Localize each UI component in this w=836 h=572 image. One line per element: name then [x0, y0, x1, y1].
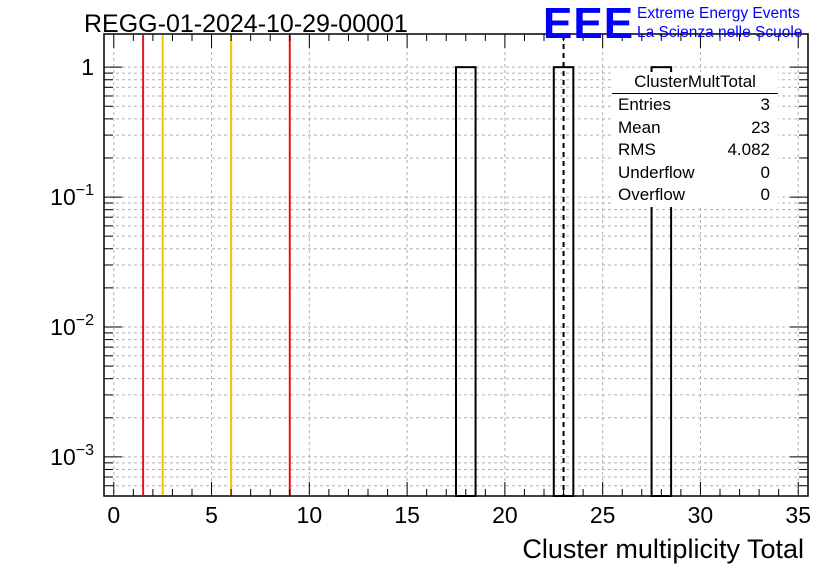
stats-value: 23: [751, 117, 770, 137]
reference-lines: [142, 35, 291, 495]
y-tick-label: 10−1: [50, 182, 94, 210]
logo-caption: Extreme Energy Events La Scienza nelle S…: [637, 4, 802, 42]
y-tick-label: 1: [81, 54, 94, 80]
x-tick-label: 30: [688, 502, 714, 528]
x-axis-ticks: 0 5 10 15 20 25 30 35: [107, 34, 811, 528]
stats-row-entries: Entries 3: [612, 94, 778, 117]
stats-value: 3: [760, 95, 770, 114]
stats-box: ClusterMultTotal Entries 3 Mean 23 RMS 4…: [612, 72, 778, 207]
stats-label: Underflow: [618, 162, 695, 182]
stats-row-underflow: Underflow 0: [612, 162, 778, 185]
stats-value: 0: [760, 162, 770, 182]
stats-row-rms: RMS 4.082: [612, 139, 778, 162]
plot-title: REGG-01-2024-10-29-00001: [84, 10, 408, 38]
y-tick-label: 10−3: [50, 442, 94, 470]
x-tick-label: 10: [297, 502, 323, 528]
x-tick-label: 20: [492, 502, 518, 528]
x-tick-label: 0: [107, 502, 120, 528]
stats-label: RMS: [618, 140, 656, 159]
x-tick-label: 35: [785, 502, 811, 528]
y-tick-label: 10−2: [50, 312, 94, 340]
grid-lines: [104, 34, 808, 497]
stats-label: Mean: [618, 117, 661, 137]
x-tick-label: 15: [394, 502, 420, 528]
y-axis-ticks: 1 10−1 10−2 10−3: [50, 54, 808, 497]
stats-label: Overflow: [618, 185, 686, 204]
histogram-bar: [455, 66, 477, 497]
stats-row-overflow: Overflow 0: [612, 184, 778, 207]
logo-caption-line1: Extreme Energy Events: [637, 5, 800, 22]
x-axis-label: Cluster multiplicity Total: [522, 534, 804, 564]
stats-row-mean: Mean 23: [612, 117, 778, 140]
stats-label: Entries: [618, 95, 671, 114]
stats-value: 4.082: [727, 140, 770, 159]
stats-title: ClusterMultTotal: [612, 72, 778, 94]
x-tick-label: 5: [205, 502, 218, 528]
x-tick-label: 25: [590, 502, 616, 528]
eee-logo: EEE: [543, 0, 635, 48]
stats-value: 0: [760, 185, 770, 204]
logo-caption-line2: La Scienza nelle Scuole: [637, 24, 803, 41]
